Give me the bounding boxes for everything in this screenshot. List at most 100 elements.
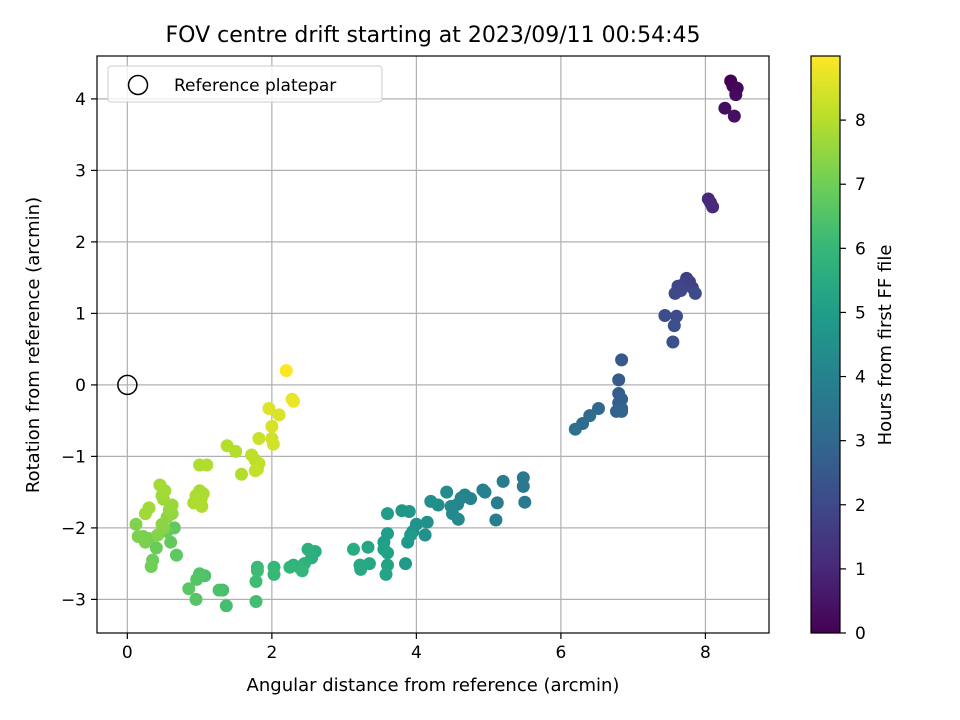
colorbar-tick-label: 8 bbox=[855, 111, 866, 131]
data-point bbox=[249, 575, 263, 588]
data-point bbox=[727, 109, 741, 123]
plot-frame bbox=[96, 55, 770, 634]
data-point bbox=[490, 496, 504, 510]
data-point bbox=[568, 422, 582, 436]
colorbar-tick-label: 6 bbox=[855, 239, 866, 259]
data-point bbox=[248, 464, 262, 478]
y-tick-label: 4 bbox=[75, 90, 86, 110]
data-point bbox=[131, 530, 145, 543]
x-tick-label: 6 bbox=[555, 643, 566, 663]
data-point bbox=[592, 402, 605, 415]
plot-area bbox=[97, 56, 769, 633]
colorbar-tick-label: 7 bbox=[855, 175, 866, 195]
data-point bbox=[283, 560, 297, 574]
y-tick-label: −2 bbox=[61, 519, 86, 539]
y-tick-label: 1 bbox=[75, 304, 86, 324]
data-point bbox=[718, 101, 732, 115]
x-tick-label: 0 bbox=[122, 643, 133, 663]
data-point bbox=[668, 286, 682, 300]
data-point bbox=[287, 394, 300, 408]
data-point bbox=[212, 583, 226, 597]
data-point bbox=[245, 448, 259, 462]
data-point bbox=[729, 88, 743, 102]
data-point bbox=[424, 494, 438, 508]
colorbar-ticks: 0 1 2 3 4 5 6 7 8 bbox=[840, 111, 866, 644]
data-point bbox=[399, 557, 412, 571]
data-point bbox=[478, 485, 492, 499]
data-point bbox=[379, 567, 393, 581]
data-point bbox=[252, 432, 266, 445]
data-point bbox=[612, 373, 626, 387]
data-point bbox=[615, 353, 629, 367]
data-point bbox=[182, 582, 196, 596]
y-tick-label: 0 bbox=[75, 376, 86, 396]
data-point bbox=[666, 335, 680, 349]
legend-label: Reference platepar bbox=[174, 76, 336, 96]
data-point bbox=[381, 546, 394, 560]
colorbar-tick-label: 1 bbox=[855, 560, 866, 580]
data-point bbox=[158, 484, 172, 498]
data-point bbox=[688, 286, 702, 300]
data-points bbox=[129, 74, 744, 613]
data-point bbox=[496, 474, 510, 488]
colorbar-tick-label: 2 bbox=[855, 496, 866, 516]
data-point bbox=[267, 567, 281, 581]
data-point bbox=[272, 408, 286, 422]
data-point bbox=[129, 517, 143, 531]
data-point bbox=[420, 515, 434, 529]
data-point bbox=[235, 467, 248, 481]
data-point bbox=[138, 507, 152, 521]
gridlines bbox=[97, 56, 769, 633]
data-point bbox=[706, 200, 720, 214]
y-tick-label: −1 bbox=[61, 447, 86, 467]
data-point bbox=[295, 564, 309, 578]
x-tick-label: 8 bbox=[700, 643, 711, 663]
colorbar-label: Hours from first FF file bbox=[875, 245, 896, 446]
data-point bbox=[220, 439, 234, 453]
data-point bbox=[190, 572, 204, 586]
data-point bbox=[200, 458, 214, 472]
data-point bbox=[667, 319, 681, 333]
data-point bbox=[279, 364, 293, 378]
colorbar-tick-label: 5 bbox=[855, 303, 866, 323]
x-axis-label: Angular distance from reference (arcmin) bbox=[247, 675, 620, 696]
legend: Reference platepar bbox=[107, 65, 383, 103]
data-point bbox=[301, 542, 315, 556]
reference-platepar-marker bbox=[117, 374, 138, 396]
data-point bbox=[489, 513, 503, 527]
data-point bbox=[395, 504, 409, 518]
colorbar: 0 1 2 3 4 5 6 7 8 Hours from first FF file bbox=[810, 55, 896, 644]
data-point bbox=[195, 499, 209, 513]
colorbar-gradient bbox=[810, 55, 841, 634]
data-point bbox=[265, 419, 279, 433]
x-tick-label: 2 bbox=[266, 643, 277, 663]
data-point bbox=[658, 309, 672, 322]
data-point bbox=[144, 560, 158, 573]
data-point bbox=[381, 507, 394, 521]
data-point bbox=[361, 540, 375, 554]
reference-marker-group bbox=[117, 374, 138, 396]
data-point bbox=[219, 599, 233, 613]
data-point bbox=[250, 564, 264, 578]
data-point bbox=[347, 542, 360, 556]
y-tick-label: 2 bbox=[75, 233, 86, 253]
data-point bbox=[164, 535, 178, 549]
y-tick-label: −3 bbox=[61, 590, 86, 610]
data-point bbox=[170, 548, 183, 562]
colorbar-tick-label: 3 bbox=[855, 432, 866, 452]
y-tick-label: 3 bbox=[75, 161, 86, 181]
data-point bbox=[516, 479, 530, 493]
x-tick-label: 4 bbox=[411, 643, 422, 663]
data-point bbox=[615, 404, 629, 418]
colorbar-tick-label: 4 bbox=[855, 368, 866, 388]
data-point bbox=[262, 402, 276, 415]
data-point bbox=[440, 485, 454, 499]
y-axis-label: Rotation from reference (arcmin) bbox=[23, 197, 44, 493]
data-point bbox=[149, 541, 163, 555]
chart-title: FOV centre drift starting at 2023/09/11 … bbox=[166, 23, 701, 48]
legend-marker bbox=[127, 74, 149, 96]
data-point bbox=[189, 592, 203, 606]
legend-box bbox=[107, 65, 383, 103]
data-point bbox=[404, 528, 418, 542]
